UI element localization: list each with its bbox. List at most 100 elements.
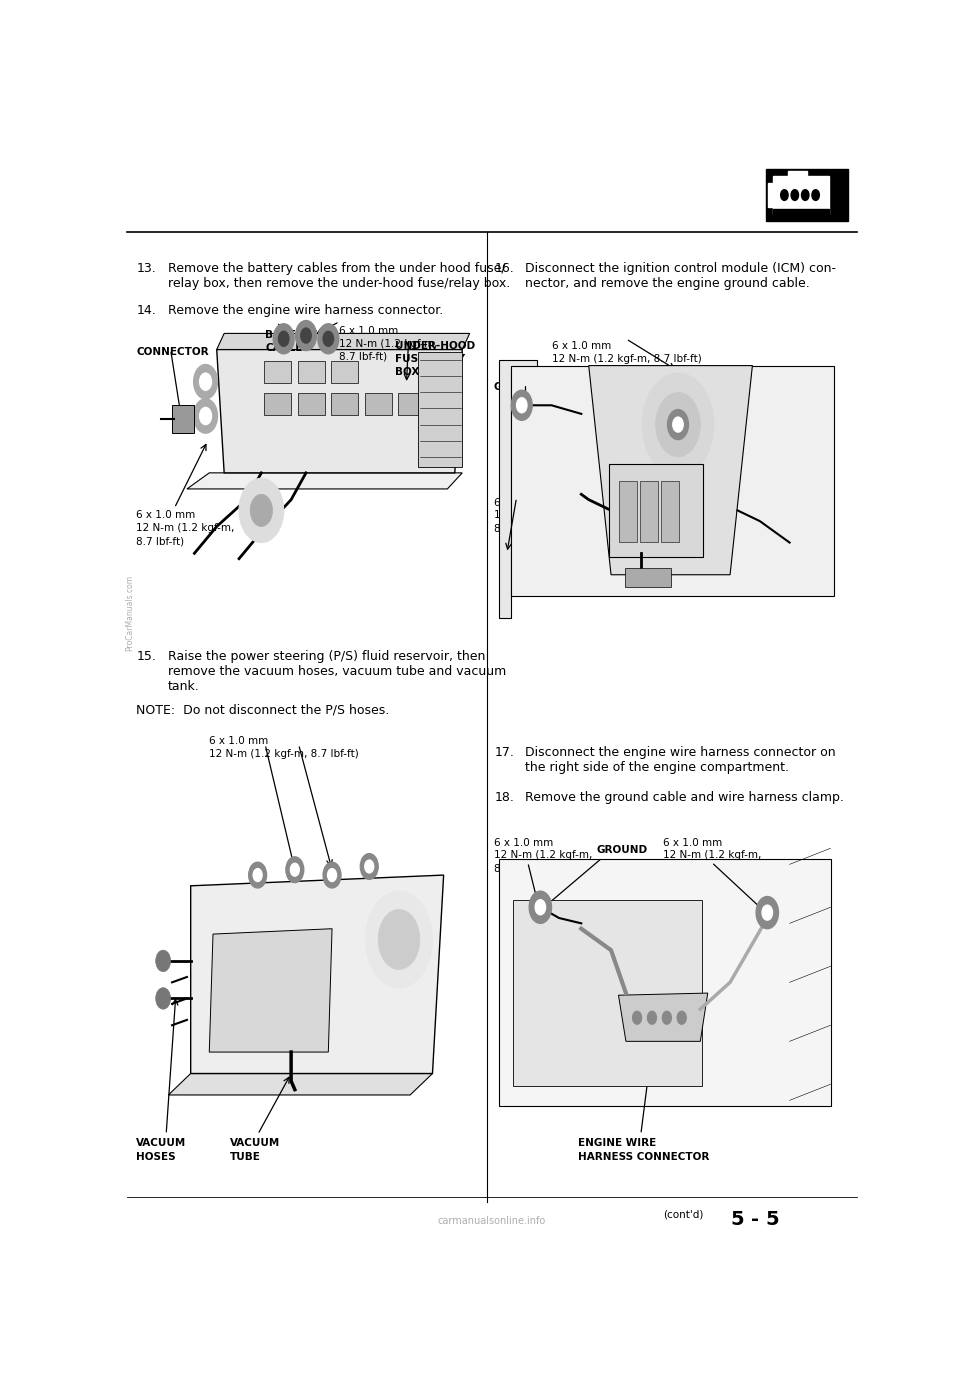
FancyBboxPatch shape <box>298 361 324 383</box>
Circle shape <box>662 1011 671 1024</box>
Text: 12 N-m (1.2 kgf-m,: 12 N-m (1.2 kgf-m, <box>494 850 592 861</box>
Circle shape <box>802 189 809 201</box>
Text: 8.7 lbf-ft): 8.7 lbf-ft) <box>494 864 542 873</box>
Polygon shape <box>209 929 332 1052</box>
Text: Raise the power steering (P/S) fluid reservoir, then
remove the vacuum hoses, va: Raise the power steering (P/S) fluid res… <box>168 649 506 692</box>
Text: CABLE: CABLE <box>596 859 634 869</box>
FancyBboxPatch shape <box>788 171 806 180</box>
Text: HARNESS CONNECTOR: HARNESS CONNECTOR <box>578 1152 708 1162</box>
FancyBboxPatch shape <box>264 393 291 415</box>
FancyBboxPatch shape <box>773 176 829 215</box>
Text: 6 x 1.0 mm: 6 x 1.0 mm <box>494 497 554 507</box>
Polygon shape <box>499 361 537 617</box>
Circle shape <box>274 323 294 354</box>
Circle shape <box>300 329 311 343</box>
Text: 6 x 1.0 mm: 6 x 1.0 mm <box>494 837 554 847</box>
Circle shape <box>200 407 211 425</box>
Text: 6 x 1.0 mm: 6 x 1.0 mm <box>551 341 611 351</box>
Circle shape <box>251 495 273 527</box>
Text: 8.7 lbf-ft): 8.7 lbf-ft) <box>663 864 711 873</box>
Text: VACUUM: VACUUM <box>230 1138 280 1148</box>
Circle shape <box>194 365 218 398</box>
Text: 12 N-m (1.2 kgf-m,: 12 N-m (1.2 kgf-m, <box>136 524 235 534</box>
Text: GROUND: GROUND <box>596 846 647 855</box>
Circle shape <box>278 332 289 347</box>
Text: 16.: 16. <box>494 262 514 274</box>
Polygon shape <box>588 365 753 575</box>
Circle shape <box>327 869 337 882</box>
Text: 6 x 1.0 mm: 6 x 1.0 mm <box>209 736 269 745</box>
Polygon shape <box>511 365 834 596</box>
Text: (cont'd): (cont'd) <box>663 1209 704 1220</box>
Circle shape <box>239 478 284 543</box>
Text: NOTE:  Do not disconnect the P/S hoses.: NOTE: Do not disconnect the P/S hoses. <box>136 703 390 716</box>
Text: 8.7 lbf-ft): 8.7 lbf-ft) <box>340 351 388 362</box>
Circle shape <box>756 897 779 929</box>
Text: HOSES: HOSES <box>136 1152 176 1162</box>
Text: 12 N-m (1.2 kgf-m, 8.7 lbf-ft): 12 N-m (1.2 kgf-m, 8.7 lbf-ft) <box>551 354 701 364</box>
Text: 14.: 14. <box>136 305 156 318</box>
Text: ICM CONNECTOR: ICM CONNECTOR <box>663 508 761 518</box>
Text: ProCarManuals.com: ProCarManuals.com <box>125 575 134 651</box>
Circle shape <box>324 332 333 347</box>
Circle shape <box>656 393 701 457</box>
FancyBboxPatch shape <box>513 900 702 1087</box>
Circle shape <box>762 905 773 921</box>
Circle shape <box>360 854 378 879</box>
Text: BATTERY: BATTERY <box>265 330 317 340</box>
Polygon shape <box>618 993 708 1042</box>
FancyBboxPatch shape <box>625 568 671 586</box>
Text: 12 N-m (1.2 kgf-m, 8.7 lbf-ft): 12 N-m (1.2 kgf-m, 8.7 lbf-ft) <box>209 748 359 759</box>
Circle shape <box>516 398 527 412</box>
FancyBboxPatch shape <box>365 393 392 415</box>
Text: 12 N-m (1.2 kgf-m,: 12 N-m (1.2 kgf-m, <box>340 338 438 348</box>
Circle shape <box>200 373 211 390</box>
Text: 5: 5 <box>730 1209 744 1229</box>
Circle shape <box>780 189 788 201</box>
Text: TUBE: TUBE <box>230 1152 261 1162</box>
FancyBboxPatch shape <box>660 482 679 542</box>
FancyBboxPatch shape <box>773 209 829 217</box>
FancyBboxPatch shape <box>331 393 358 415</box>
Text: 6 x 1.0 mm: 6 x 1.0 mm <box>663 837 722 847</box>
Polygon shape <box>168 1074 432 1095</box>
Circle shape <box>365 859 373 873</box>
Text: -: - <box>751 1209 759 1229</box>
Text: UNDER-HOOD: UNDER-HOOD <box>396 341 475 351</box>
Circle shape <box>249 862 267 887</box>
Text: Disconnect the ignition control module (ICM) con-
nector, and remove the engine : Disconnect the ignition control module (… <box>525 262 836 290</box>
FancyBboxPatch shape <box>768 184 776 206</box>
Polygon shape <box>217 333 469 350</box>
Text: 8.7 lbf-ft): 8.7 lbf-ft) <box>494 524 542 534</box>
Circle shape <box>290 864 300 876</box>
Circle shape <box>324 862 341 887</box>
FancyBboxPatch shape <box>640 482 658 542</box>
FancyBboxPatch shape <box>298 393 324 415</box>
Text: FUSE/RELAY: FUSE/RELAY <box>396 354 466 364</box>
Circle shape <box>673 417 684 432</box>
Circle shape <box>296 320 317 351</box>
Circle shape <box>535 900 545 915</box>
Text: 15.: 15. <box>136 649 156 663</box>
Text: VACUUM: VACUUM <box>136 1138 186 1148</box>
Circle shape <box>647 1011 657 1024</box>
Text: Disconnect the engine wire harness connector on
the right side of the engine com: Disconnect the engine wire harness conne… <box>525 747 836 775</box>
Circle shape <box>812 189 820 201</box>
Text: TANK: TANK <box>379 964 410 974</box>
Text: 8.7 lbf-ft): 8.7 lbf-ft) <box>136 536 184 546</box>
FancyBboxPatch shape <box>331 361 358 383</box>
Text: ENGINE WIRE: ENGINE WIRE <box>578 1138 656 1148</box>
Polygon shape <box>187 472 463 489</box>
Text: 12 N-m (1.2 kgf-m,: 12 N-m (1.2 kgf-m, <box>663 850 761 861</box>
FancyBboxPatch shape <box>264 361 291 383</box>
Circle shape <box>633 1011 641 1024</box>
Text: VACUUM: VACUUM <box>379 950 429 960</box>
Text: Remove the battery cables from the under hood fuse/
relay box, then remove the u: Remove the battery cables from the under… <box>168 262 510 290</box>
Text: 6 x 1.0 mm: 6 x 1.0 mm <box>340 326 398 336</box>
Circle shape <box>194 398 218 433</box>
Circle shape <box>286 857 303 883</box>
Circle shape <box>642 373 713 476</box>
FancyBboxPatch shape <box>766 170 848 221</box>
Text: CONNECTOR: CONNECTOR <box>136 347 209 358</box>
Text: 13.: 13. <box>136 262 156 274</box>
